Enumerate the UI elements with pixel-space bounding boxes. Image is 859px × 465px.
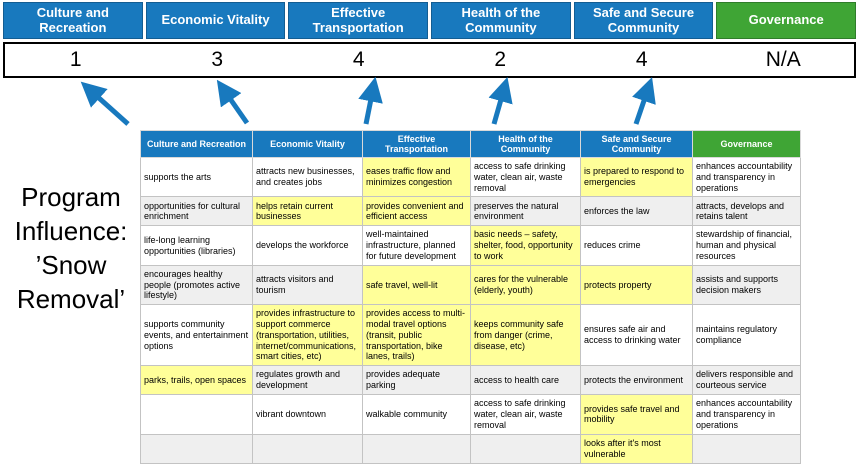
matrix-cell: attracts visitors and tourism	[252, 264, 363, 306]
matrix-cell-highlighted: eases traffic flow and minimizes congest…	[362, 156, 471, 198]
matrix-cell-highlighted: basic needs – safety, shelter, food, opp…	[470, 225, 581, 266]
matrix-cell: enhances accountability and transparency…	[692, 156, 801, 198]
matrix-cell: provides adequate parking	[362, 365, 471, 396]
matrix-cell: preserves the natural environment	[470, 196, 581, 227]
scoreboard-headers: Culture and Recreation Economic Vitality…	[3, 2, 857, 39]
matrix-cell: opportunities for cultural enrichment	[140, 196, 253, 227]
matrix-cell: delivers responsible and courteous servi…	[692, 365, 801, 396]
matrix-cell-highlighted: is prepared to respond to emergencies	[580, 156, 693, 198]
matrix-cell	[252, 433, 363, 464]
matrix-cell: access to safe drinking water, clean air…	[470, 394, 581, 435]
matrix-cell-highlighted: protects property	[580, 264, 693, 306]
arrow-up-icon	[358, 76, 383, 125]
table-row: opportunities for cultural enrichment hel…	[140, 196, 801, 227]
matrix-cell: well-maintained infrastructure, planned …	[362, 225, 471, 266]
score-health-of-the-community: 2	[494, 48, 507, 71]
matrix-cell: maintains regulatory compliance	[692, 304, 801, 367]
matrix-cell: regulates growth and development	[252, 365, 363, 396]
matrix-header: Economic Vitality	[252, 130, 363, 158]
matrix-cell: reduces crime	[580, 225, 693, 266]
matrix-header: Safe and Secure Community	[580, 130, 693, 158]
matrix-cell: protects the environment	[580, 365, 693, 396]
table-row: supports the arts attracts new businesses…	[140, 156, 801, 198]
table-row: parks, trails, open spaces regulates grow…	[140, 365, 801, 396]
table-row: looks after it's most vulnerable	[140, 433, 801, 464]
arrow-up-icon	[216, 79, 250, 125]
matrix-cell-highlighted: cares for the vulnerable (elderly, youth…	[470, 264, 581, 306]
matrix-cell-highlighted: parks, trails, open spaces	[140, 365, 253, 396]
scoreboard-header-culture-and-recreation: Culture and Recreation	[3, 2, 143, 39]
matrix-cell-highlighted: provides convenient and efficient access	[362, 196, 471, 227]
matrix-cell: life-long learning opportunities (librar…	[140, 225, 253, 266]
matrix-cell	[470, 433, 581, 464]
matrix-cell: supports the arts	[140, 156, 253, 198]
matrix-cell: ensures safe air and access to drinking …	[580, 304, 693, 367]
matrix-head: Culture and Recreation Economic Vitality E…	[140, 130, 801, 158]
matrix-cell: encourages healthy people (promotes acti…	[140, 264, 253, 306]
matrix-cell-highlighted: keeps community safe from danger (crime,…	[470, 304, 581, 367]
score-strip: 1 3 4 2 4 N/A	[3, 42, 856, 78]
arrow-up-icon	[488, 76, 513, 125]
matrix-cell	[140, 433, 253, 464]
score-economic-vitality: 3	[211, 48, 224, 71]
matrix-cell	[140, 394, 253, 435]
matrix-cell: access to health care	[470, 365, 581, 396]
matrix-cell	[362, 433, 471, 464]
matrix-header: Health of the Community	[470, 130, 581, 158]
matrix-cell-highlighted: provides access to multi-modal travel op…	[362, 304, 471, 367]
matrix-cell: assists and supports decision makers	[692, 264, 801, 306]
arrow-up-icon	[632, 77, 656, 125]
matrix-cell: enhances accountability and transparency…	[692, 394, 801, 435]
matrix-cell-highlighted: provides infrastructure to support comme…	[252, 304, 363, 367]
arrow-up-icon	[80, 81, 130, 126]
matrix-cell-highlighted: safe travel, well-lit	[362, 264, 471, 306]
matrix-cell: walkable community	[362, 394, 471, 435]
matrix-cell: supports community events, and entertain…	[140, 304, 253, 367]
influence-matrix: Culture and Recreation Economic Vitality E…	[140, 130, 801, 464]
scoreboard-header-health-of-the-community: Health of the Community	[431, 2, 571, 39]
matrix-body: supports the arts attracts new businesses…	[140, 156, 801, 464]
matrix-header: Effective Transportation	[362, 130, 471, 158]
table-row: life-long learning opportunities (librar…	[140, 225, 801, 266]
score-effective-transportation: 4	[352, 48, 365, 71]
score-governance: N/A	[765, 48, 801, 71]
matrix-cell: access to safe drinking water, clean air…	[470, 156, 581, 198]
table-row: supports community events, and entertain…	[140, 304, 801, 367]
matrix-cell: vibrant downtown	[252, 394, 363, 435]
matrix-cell: stewardship of financial, human and phys…	[692, 225, 801, 266]
table-row: encourages healthy people (promotes acti…	[140, 264, 801, 306]
scoreboard-header-safe-and-secure-community: Safe and Secure Community	[573, 2, 714, 39]
matrix-cell-highlighted: looks after it's most vulnerable	[580, 433, 693, 464]
matrix-cell-highlighted: provides safe travel and mobility	[580, 394, 693, 435]
matrix-cell: develops the workforce	[252, 225, 363, 266]
matrix-cell	[692, 433, 801, 464]
matrix-header: Governance	[692, 130, 801, 158]
scoreboard-header-effective-transportation: Effective Transportation	[288, 2, 429, 39]
matrix-cell: attracts new businesses, and creates job…	[252, 156, 363, 198]
page-title: Program Influence: ’Snow Removal’	[14, 182, 128, 314]
scoreboard-header-governance: Governance	[716, 2, 857, 39]
matrix-cell: attracts, develops and retains talent	[692, 196, 801, 227]
matrix-cell: enforces the law	[580, 196, 693, 227]
matrix-header: Culture and Recreation	[140, 130, 253, 158]
score-safe-and-secure-community: 4	[635, 48, 648, 71]
score-culture-and-recreation: 1	[69, 48, 82, 71]
scoreboard-header-economic-vitality: Economic Vitality	[145, 2, 286, 39]
matrix-cell-highlighted: helps retain current businesses	[252, 196, 363, 227]
table-row: vibrant downtown walkable community access…	[140, 394, 801, 435]
